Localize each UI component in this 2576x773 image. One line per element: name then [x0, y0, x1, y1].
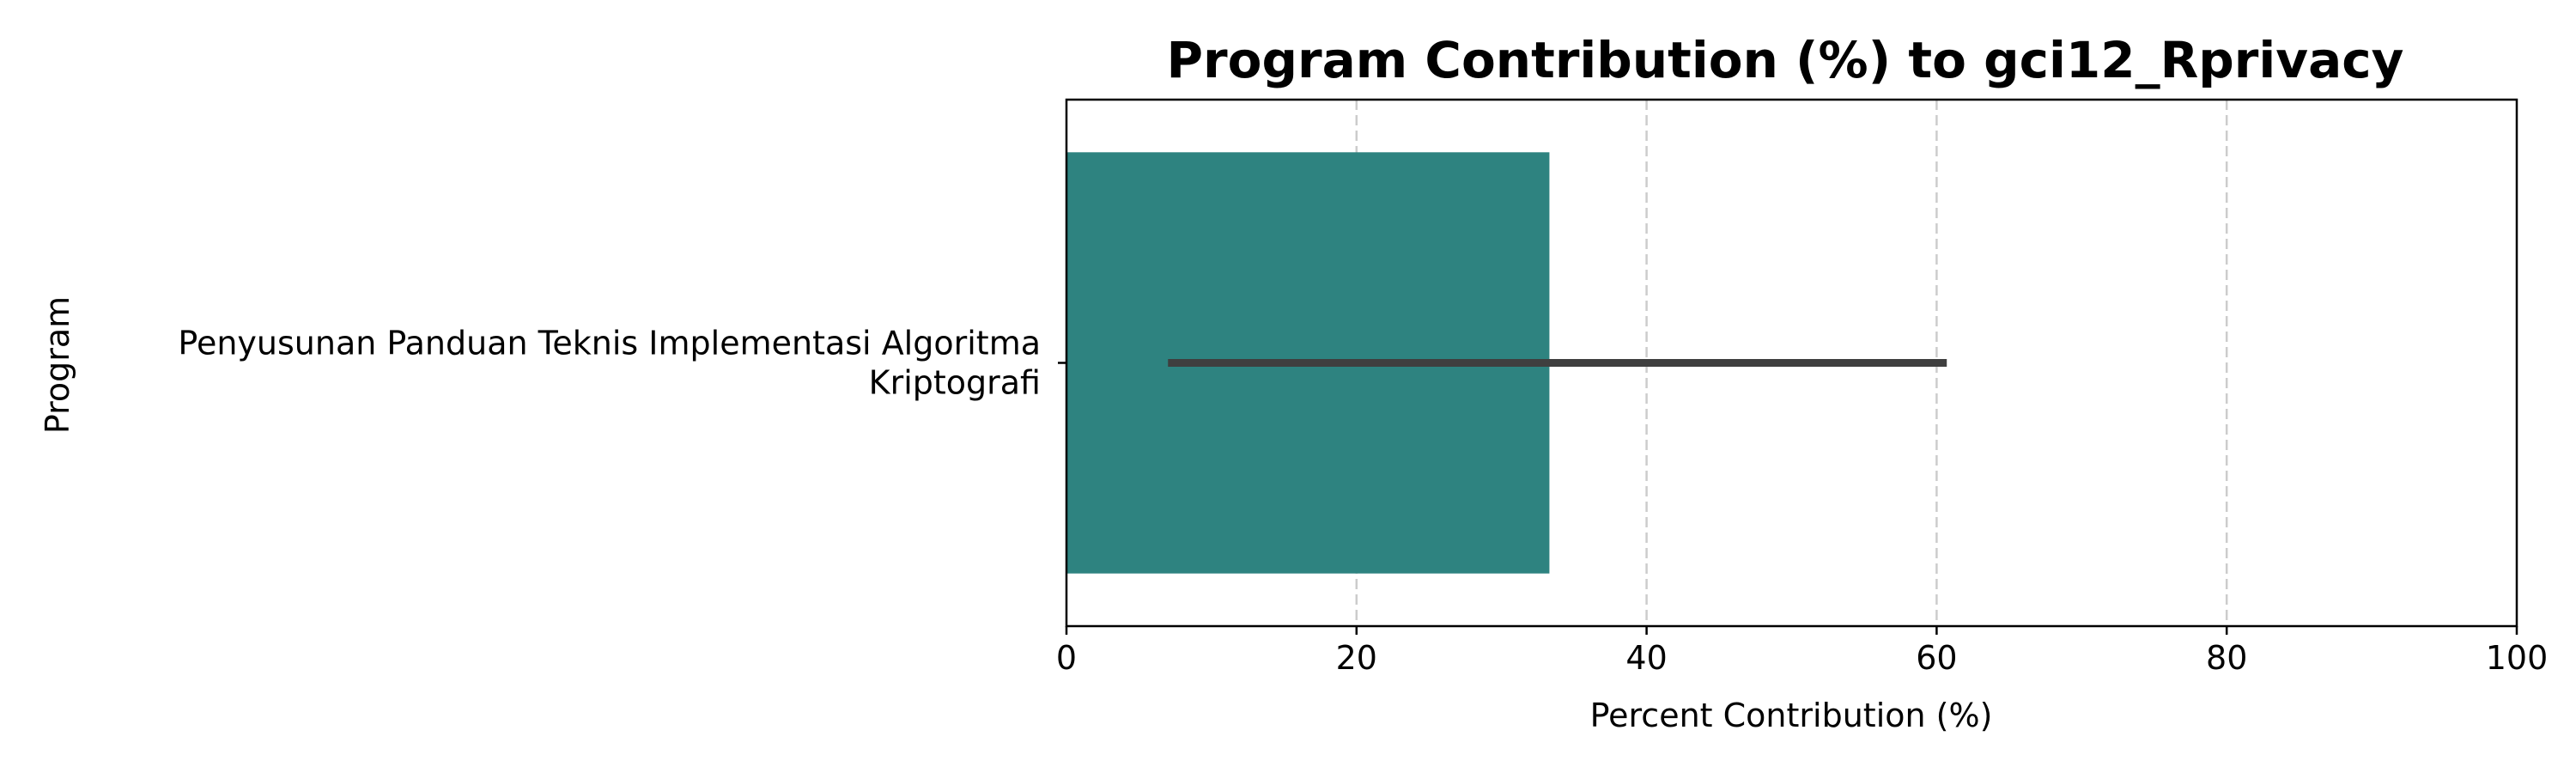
y-tick-label: Penyusunan Panduan Teknis Implementasi A… — [178, 325, 1041, 402]
x-tick-label: 60 — [1916, 639, 1957, 677]
y-axis-ticks: Penyusunan Panduan Teknis Implementasi A… — [178, 325, 1066, 402]
x-tick-label: 100 — [2486, 639, 2549, 677]
y-tick-label-line: Penyusunan Panduan Teknis Implementasi A… — [178, 325, 1041, 362]
x-axis-ticks: 0 20 40 60 80 100 — [1056, 626, 2548, 677]
chart-title: Program Contribution (%) to gci12_Rpriva… — [1167, 31, 2404, 89]
x-tick-label: 0 — [1056, 639, 1077, 677]
x-tick-label: 80 — [2206, 639, 2247, 677]
x-axis-label: Percent Contribution (%) — [1590, 697, 1993, 734]
x-tick-label: 20 — [1336, 639, 1377, 677]
x-tick-label: 40 — [1625, 639, 1667, 677]
y-tick-label-line: Kriptografi — [869, 364, 1041, 402]
y-axis-label: Program — [39, 296, 76, 434]
